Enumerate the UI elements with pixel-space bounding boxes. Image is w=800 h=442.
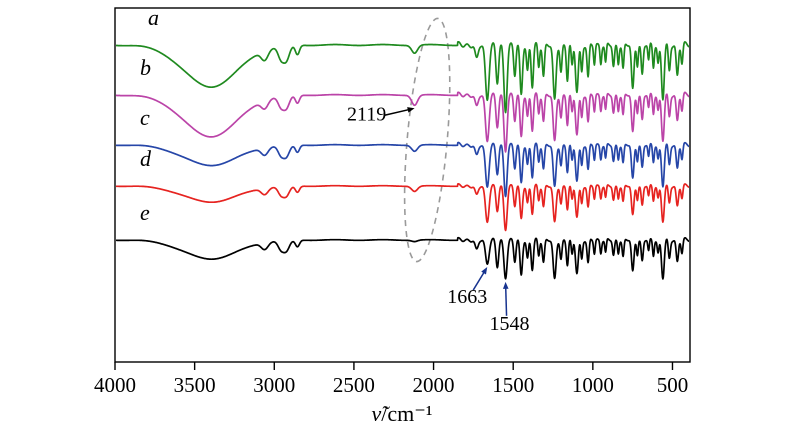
x-axis-label-symbol: ν̃ <box>371 401 382 426</box>
highlight-ellipse <box>403 17 451 263</box>
x-tick-label: 1500 <box>492 373 534 397</box>
x-axis-label-unit: /cm⁻¹ <box>381 401 433 426</box>
annotation-arrowhead-1548 <box>502 281 509 289</box>
plot-frame <box>114 7 691 363</box>
trace-label-b: b <box>140 55 151 80</box>
annotation-arrowhead-2119 <box>407 107 415 113</box>
spectrum-trace-a <box>116 40 689 114</box>
x-tick-label: 1000 <box>572 373 614 397</box>
x-tick-label: 2500 <box>333 373 375 397</box>
x-tick-label: 500 <box>657 373 689 397</box>
spectrum-trace-b <box>116 91 689 153</box>
spectrum-trace-d <box>116 183 689 232</box>
x-tick-label: 2000 <box>413 373 455 397</box>
spectrum-trace-e <box>116 236 689 280</box>
trace-label-d: d <box>140 146 152 171</box>
annotation-arrow-1663 <box>472 270 486 291</box>
annotation-label-1548: 1548 <box>490 313 530 335</box>
annotation-arrow-2119 <box>384 108 411 117</box>
spectrum-trace-c <box>116 141 689 198</box>
x-axis-label: ν̃/cm⁻¹ <box>4 401 800 427</box>
annotation-arrow-1548 <box>504 285 508 316</box>
annotation-label-1663: 1663 <box>447 286 487 308</box>
trace-label-a: a <box>148 5 159 30</box>
trace-label-e: e <box>140 200 150 225</box>
traces-group <box>116 40 689 280</box>
annotation-arrowhead-1663 <box>481 267 488 275</box>
annotation-label-2119: 2119 <box>347 103 386 125</box>
x-tick-label: 4000 <box>94 373 136 397</box>
x-tick-label: 3000 <box>253 373 295 397</box>
x-tick-label: 3500 <box>174 373 216 397</box>
trace-label-c: c <box>140 105 150 130</box>
